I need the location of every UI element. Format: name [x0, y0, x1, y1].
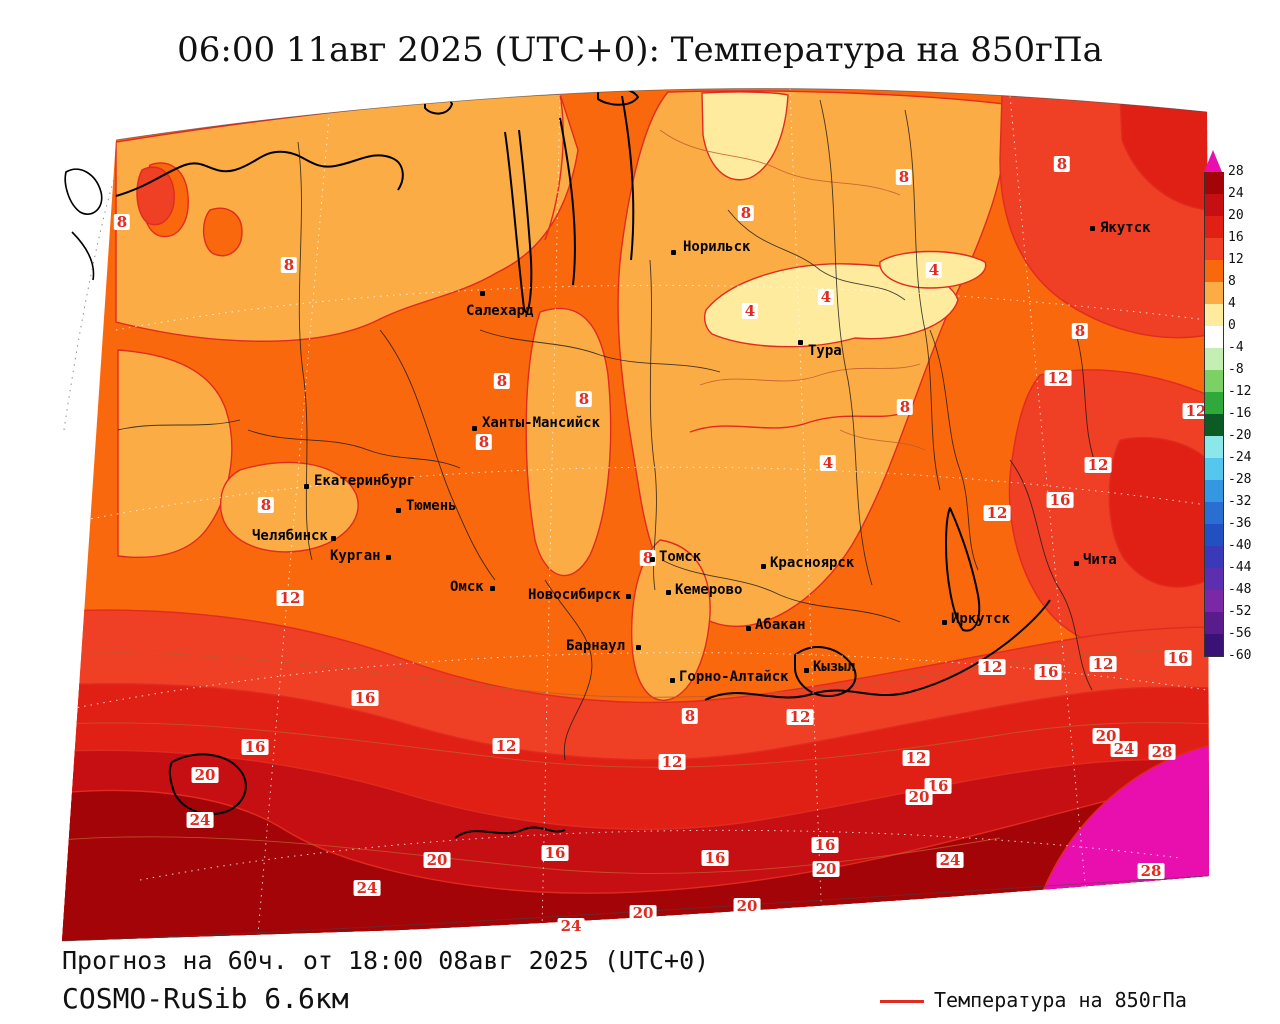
colorbar-cells — [1204, 172, 1224, 657]
colorbar-cell — [1204, 546, 1224, 568]
colorbar-tick-label: -16 — [1228, 406, 1252, 421]
colorbar-cell — [1204, 172, 1224, 194]
colorbar-cell — [1204, 480, 1224, 502]
colorbar-cell — [1204, 458, 1224, 480]
colorbar-tick-label: 16 — [1228, 230, 1244, 245]
forecast-info-text: Прогноз на 60ч. от 18:00 08авг 2025 (UTC… — [62, 946, 710, 975]
colorbar-cell — [1204, 304, 1224, 326]
colorbar-tick-label: -60 — [1228, 648, 1252, 663]
colorbar-tick-label: -4 — [1228, 340, 1244, 355]
domain-top-edge — [115, 88, 1208, 141]
coastlines — [115, 88, 1051, 839]
colorbar-cell — [1204, 612, 1224, 634]
admin-borders — [117, 99, 1099, 761]
page-title: 06:00 11авг 2025 (UTC+0): Температура на… — [177, 30, 1103, 70]
colorbar-tick-label: -24 — [1228, 450, 1252, 465]
colorbar-tick-label: 12 — [1228, 252, 1244, 267]
colorbar-tick-label: 20 — [1228, 208, 1244, 223]
colorbar-cell — [1204, 502, 1224, 524]
colorbar-tick-label: 28 — [1228, 164, 1244, 179]
colorbar-cell — [1204, 524, 1224, 546]
colorbar-cell — [1204, 348, 1224, 370]
margin-coastlines — [64, 168, 103, 281]
colorbar-cell — [1204, 282, 1224, 304]
colorbar-tick-label: 8 — [1228, 274, 1236, 289]
legend-line-sample — [880, 1000, 924, 1003]
colorbar-tick-label: 0 — [1228, 318, 1236, 333]
colorbar-cell — [1204, 414, 1224, 436]
colorbar-tick-label: -8 — [1228, 362, 1244, 377]
colorbar-cell — [1204, 194, 1224, 216]
colorbar-tick-label: -20 — [1228, 428, 1252, 443]
colorbar-cell — [1204, 590, 1224, 612]
colorbar-tick-label: -12 — [1228, 384, 1252, 399]
legend-label: Температура на 850гПа — [934, 988, 1187, 1012]
colorbar-tick-label: -48 — [1228, 582, 1252, 597]
colorbar-tick-label: 24 — [1228, 186, 1244, 201]
temperature-field-regions — [62, 90, 1209, 941]
colorbar-tick-label: -36 — [1228, 516, 1252, 531]
colorbar-cell — [1204, 634, 1224, 657]
colorbar-cell — [1204, 238, 1224, 260]
colorbar: 28 24 20 16 12 8 4 0 -4 -8 -12 -16 -20 -24 -28 -32 -36 -4… — [1204, 150, 1274, 663]
colorbar-tick-label: -52 — [1228, 604, 1252, 619]
colorbar-tick-label: -28 — [1228, 472, 1252, 487]
colorbar-cell — [1204, 568, 1224, 590]
legend: Температура на 850гПа — [880, 988, 1187, 1012]
colorbar-cell — [1204, 216, 1224, 238]
colorbar-cell — [1204, 370, 1224, 392]
colorbar-tick-label: -32 — [1228, 494, 1252, 509]
model-name-text: COSMO-RuSib 6.6км — [62, 982, 349, 1015]
margin-graticule — [63, 171, 117, 431]
colorbar-cell — [1204, 436, 1224, 458]
colorbar-tick-label: -40 — [1228, 538, 1252, 553]
colorbar-tick-label: -56 — [1228, 626, 1252, 641]
domain-bottom-edge — [61, 875, 1208, 942]
colorbar-cell — [1204, 260, 1224, 282]
colorbar-tick-label: 4 — [1228, 296, 1236, 311]
colorbar-cell — [1204, 392, 1224, 414]
colorbar-tick-label: -44 — [1228, 560, 1252, 575]
colorbar-arrow — [1204, 150, 1222, 172]
major-contour-lines — [544, 93, 907, 433]
colorbar-cell — [1204, 326, 1224, 348]
